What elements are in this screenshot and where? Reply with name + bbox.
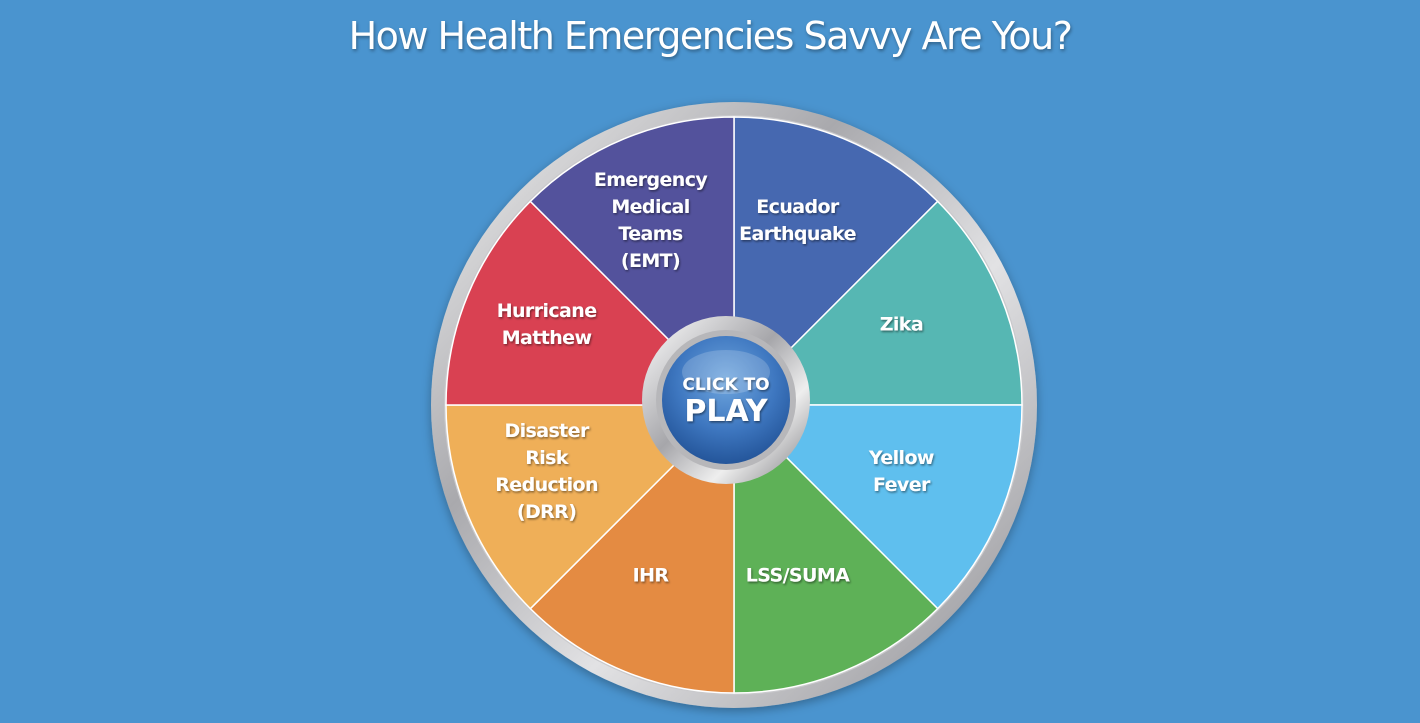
wheel-segment-label: Teams: [618, 223, 683, 245]
wheel-segment-ecuador-earthquake[interactable]: Ecuador Earthquake: [733, 116, 939, 407]
wheel-segment-label: (EMT): [621, 250, 680, 272]
wheel-segment-label: Hurricane: [497, 300, 597, 322]
wheel-segment-label: Fever: [873, 474, 931, 496]
wheel-segment-yellow-fever[interactable]: Yellow Fever: [732, 404, 1023, 610]
play-button[interactable]: CLICK TO PLAY: [642, 316, 810, 484]
wheel-segments: Ecuador Earthquake Zika Yellow Fever LSS/SUMA…: [445, 116, 1023, 694]
wheel-segment-label: Reduction: [495, 474, 598, 496]
wheel-segment-label: Risk: [525, 447, 569, 469]
wheel-segment-label: LSS/SUMA: [746, 564, 850, 586]
wheel-segment-fill: [529, 403, 735, 694]
page-title: How Health Emergencies Savvy Are You?: [348, 14, 1073, 58]
wheel-segment-fill: [732, 200, 1023, 406]
wheel-segment-lss-suma[interactable]: LSS/SUMA: [733, 403, 939, 694]
wheel-segment-fill: [732, 404, 1023, 610]
wheel-segment-disaster-risk-reduction[interactable]: Disaster Risk Reduction (DRR): [445, 404, 736, 610]
wheel-segment-label: Earthquake: [739, 223, 856, 245]
wheel-segment-label: Yellow: [868, 447, 934, 469]
wheel-segment-label: Emergency: [594, 169, 709, 191]
wheel-segment-label: Matthew: [502, 327, 592, 349]
wheel-segment-fill: [733, 116, 939, 407]
play-button-highlight: [682, 350, 770, 394]
wheel-segment-label: Ecuador: [756, 196, 840, 218]
wheel-segment-label: Zika: [880, 314, 923, 336]
wheel-segment-label: IHR: [633, 564, 670, 586]
wheel-segment-label: Medical: [611, 196, 689, 218]
wheel-segment-zika[interactable]: Zika: [732, 200, 1023, 406]
play-button-face: [662, 336, 790, 464]
wheel-segment-label: (DRR): [517, 501, 576, 523]
wheel-segment-label: Disaster: [504, 420, 589, 442]
play-button-line2: PLAY: [684, 394, 768, 429]
wheel-segment-fill: [445, 404, 736, 610]
play-button-line1: CLICK TO: [682, 375, 769, 395]
wheel-segment-ihr[interactable]: IHR: [529, 403, 735, 694]
wheel-segment-fill: [733, 403, 939, 694]
